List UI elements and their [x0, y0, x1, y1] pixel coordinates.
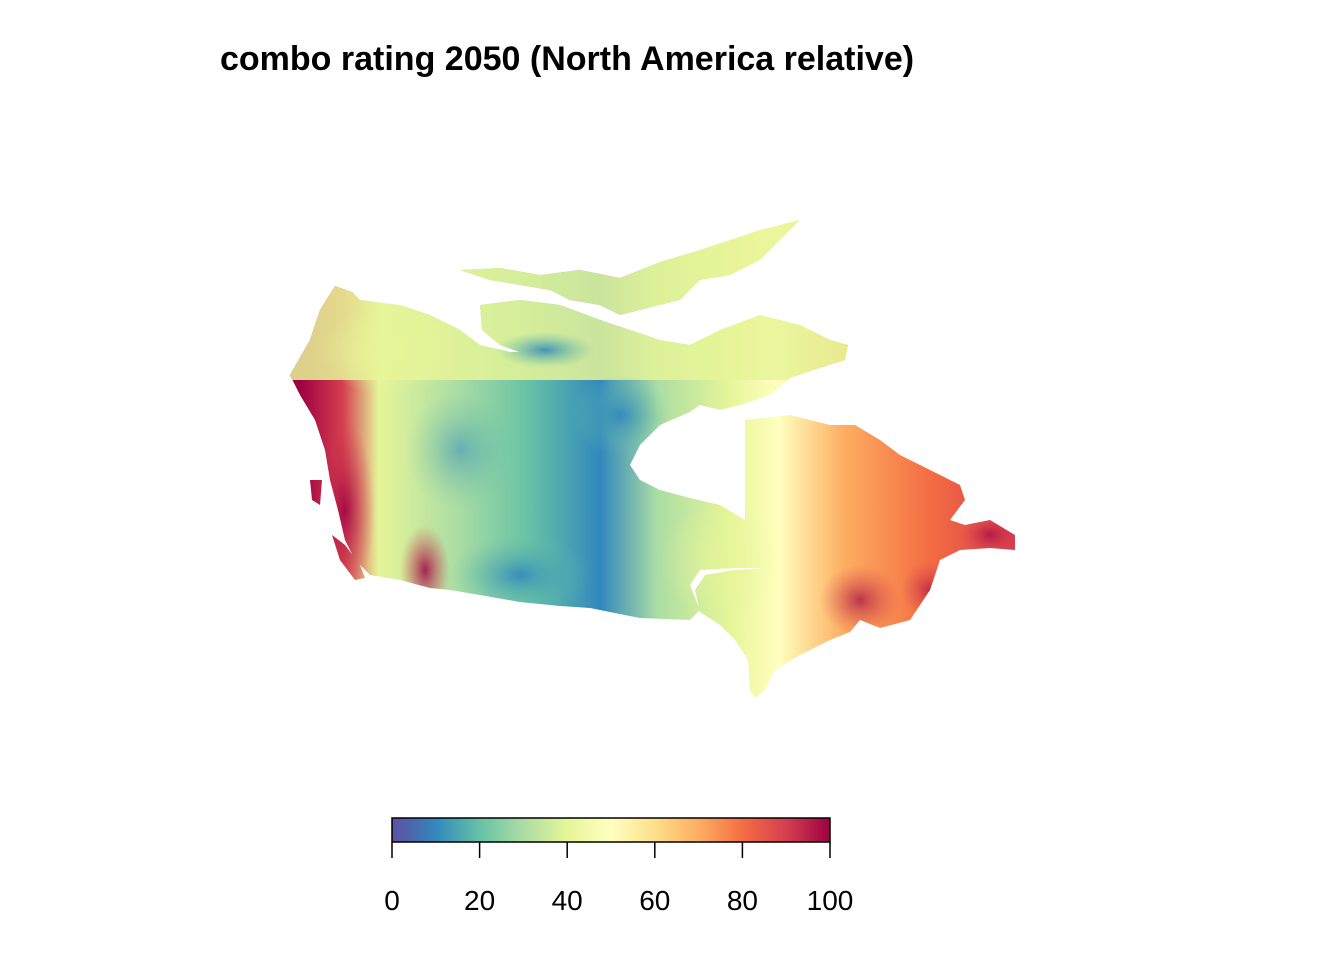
legend-tick-label: 80: [727, 885, 758, 916]
legend-tick-label: 100: [807, 885, 854, 916]
canada-raster: [280, 210, 1025, 710]
legend-tick-label: 40: [552, 885, 583, 916]
legend-tick-label: 20: [464, 885, 495, 916]
color-legend: 0 20 40 60 80 100: [384, 818, 853, 916]
legend-ticks: 0 20 40 60 80 100: [384, 842, 853, 916]
legend-tick-label: 60: [639, 885, 670, 916]
legend-colorbar: [392, 818, 830, 842]
legend-tick-label: 0: [384, 885, 400, 916]
